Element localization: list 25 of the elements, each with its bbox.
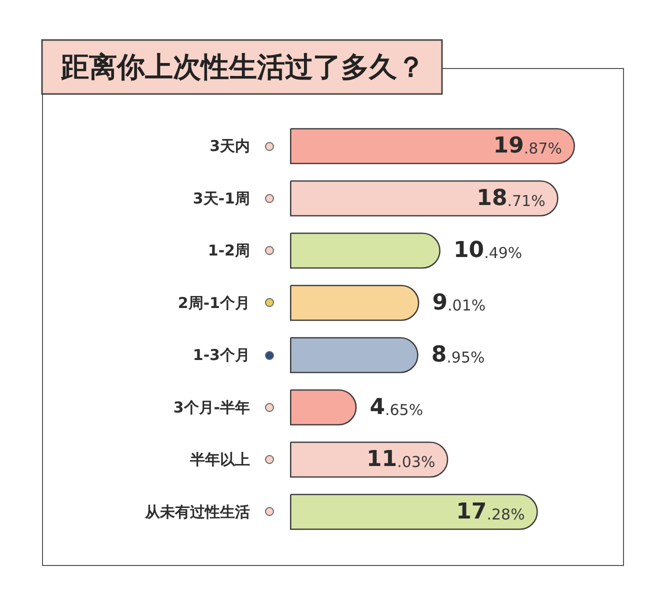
bar <box>290 232 440 269</box>
data-label: 19.87% <box>493 134 562 159</box>
bar <box>290 442 448 478</box>
y-tick-label: 半年以上 <box>189 450 250 469</box>
y-tick-label: 从未有过性生活 <box>144 502 250 521</box>
bar <box>290 180 558 216</box>
data-label: 8.95% <box>431 342 485 368</box>
data-label: 17.28% <box>456 499 525 524</box>
y-tick-label: 3天-1周 <box>192 189 250 208</box>
y-tick-label: 1-2周 <box>208 242 250 260</box>
chart-title: 距离你上次性生活过了多久？ <box>60 50 425 84</box>
y-tick-label: 1-3个月 <box>192 346 250 364</box>
y-tick-label: 3天内 <box>210 137 250 156</box>
bar <box>290 389 357 426</box>
bar <box>290 494 538 530</box>
bar <box>290 337 418 374</box>
data-label: 10.49% <box>453 238 522 264</box>
y-tick-label: 3个月-半年 <box>173 398 250 416</box>
bar <box>290 284 420 321</box>
y-tick-label: 2周-1个月 <box>178 294 250 312</box>
data-label: 11.03% <box>366 447 436 472</box>
data-label: 4.65% <box>370 394 424 420</box>
bar <box>290 128 575 164</box>
data-label: 18.71% <box>476 186 546 211</box>
data-label: 9.01% <box>432 290 486 316</box>
